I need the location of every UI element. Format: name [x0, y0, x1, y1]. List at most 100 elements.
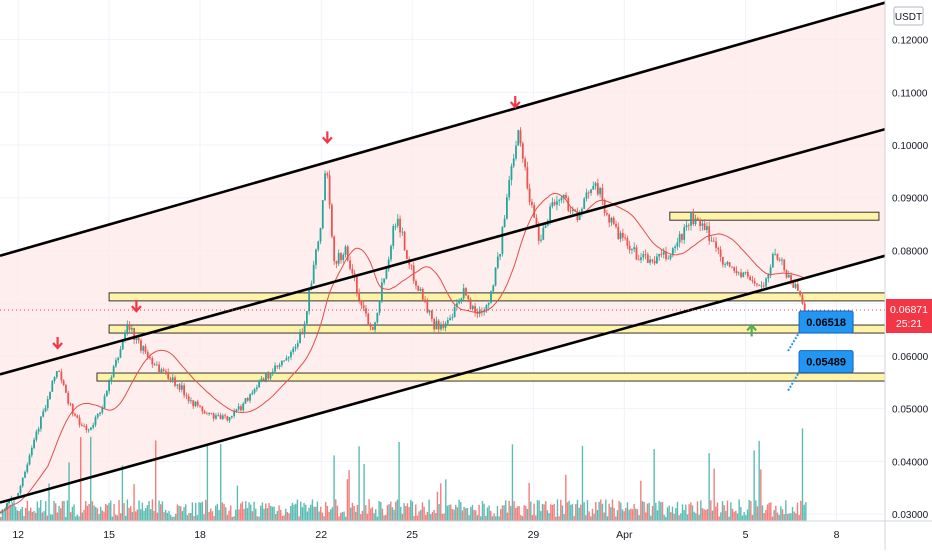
- volume-bar: [445, 479, 447, 521]
- candle-body: [162, 369, 165, 372]
- candle-body: [592, 186, 595, 190]
- candle-body: [521, 143, 524, 159]
- candle-body: [140, 340, 142, 351]
- candle-body: [690, 213, 692, 226]
- volume-bar: [476, 515, 479, 521]
- volume-bar: [488, 505, 490, 521]
- volume-layer: [0, 428, 807, 521]
- volume-bar: [521, 516, 524, 521]
- candle-body: [319, 228, 322, 242]
- volume-bar: [746, 509, 749, 521]
- volume-bar: [581, 445, 584, 521]
- volume-bar: [438, 503, 440, 521]
- volume-bar: [51, 514, 54, 521]
- volume-bar: [150, 509, 152, 521]
- volume-bar: [215, 505, 217, 521]
- candle-body: [324, 173, 326, 201]
- candle-body: [717, 247, 720, 250]
- volume-bar: [540, 511, 542, 521]
- volume-bar: [11, 502, 14, 521]
- volume-bar: [611, 499, 614, 521]
- volume-bar: [66, 500, 69, 521]
- candle-body: [235, 409, 238, 412]
- candle-body: [85, 425, 88, 431]
- volume-bar: [508, 500, 510, 521]
- candle-body: [608, 214, 611, 223]
- candle-body: [587, 192, 590, 194]
- volume-bar: [363, 464, 365, 521]
- volume-bar: [565, 474, 567, 521]
- volume-bar: [216, 503, 219, 521]
- candle-body: [646, 254, 649, 263]
- candle-body: [469, 299, 472, 309]
- callout-box: [798, 310, 854, 334]
- volume-bar: [496, 505, 499, 521]
- volume-bar: [205, 499, 207, 521]
- candle-body: [376, 312, 379, 323]
- volume-bar: [126, 499, 129, 521]
- volume-bar: [100, 506, 102, 521]
- volume-bar: [375, 509, 377, 521]
- candle-body: [583, 198, 586, 209]
- volume-bar: [668, 505, 670, 521]
- volume-bar: [31, 511, 34, 521]
- candle-body: [665, 251, 667, 260]
- volume-bar: [660, 502, 662, 521]
- candle-body: [344, 246, 347, 255]
- candle-body: [146, 352, 149, 358]
- price-tick-label: 0.06000: [892, 352, 929, 363]
- candle-body: [683, 227, 686, 240]
- candle-body: [174, 377, 176, 386]
- candle-body: [251, 392, 254, 395]
- candle-body: [205, 413, 208, 415]
- candle-body: [196, 401, 199, 406]
- candle-body: [442, 324, 445, 328]
- currency-badge[interactable]: USDT: [893, 6, 924, 26]
- candle-body: [756, 283, 758, 285]
- candle-body: [751, 280, 754, 282]
- candle-body: [467, 295, 470, 300]
- candle-body: [137, 338, 140, 341]
- candle-body: [515, 145, 517, 159]
- volume-bar: [78, 516, 80, 521]
- volume-bar: [360, 514, 362, 521]
- volume-bar: [120, 513, 122, 521]
- candle-body: [285, 358, 288, 361]
- candle-body: [567, 198, 570, 211]
- candle-body: [262, 378, 265, 381]
- candle-body: [244, 397, 247, 404]
- candle-body: [99, 412, 101, 415]
- candle-body: [562, 194, 565, 198]
- time-axis: 12 15 18 22 25 29 Apr 5 8: [12, 529, 839, 541]
- volume-bar: [436, 491, 439, 521]
- label-layer: 0.06518 0.05489: [787, 310, 854, 392]
- down-arrow-icon: [131, 300, 142, 313]
- candle-body: [92, 425, 95, 428]
- volume-bar: [111, 516, 114, 521]
- volume-bar: [566, 502, 569, 521]
- volume-bar: [766, 504, 769, 521]
- candle-body: [803, 303, 806, 311]
- volume-bar: [428, 499, 430, 521]
- candle-body: [26, 464, 29, 472]
- volume-bar: [591, 508, 594, 521]
- volume-bar: [773, 510, 775, 521]
- candle-body: [724, 264, 727, 265]
- volume-bar: [391, 507, 394, 521]
- candle-body: [171, 377, 174, 380]
- candle-body: [746, 272, 749, 277]
- candle-body: [565, 194, 567, 199]
- candle-body: [390, 245, 392, 260]
- candle-body: [240, 406, 242, 411]
- candle-body: [242, 403, 245, 411]
- arrow-head: [322, 136, 333, 145]
- candle-body: [615, 223, 617, 227]
- volume-bar: [225, 507, 227, 521]
- volume-bar: [338, 516, 340, 521]
- volume-bar: [293, 504, 295, 521]
- volume-bar: [410, 499, 412, 521]
- volume-bar: [451, 508, 454, 521]
- volume-bar: [470, 506, 472, 521]
- volume-bar: [596, 509, 599, 521]
